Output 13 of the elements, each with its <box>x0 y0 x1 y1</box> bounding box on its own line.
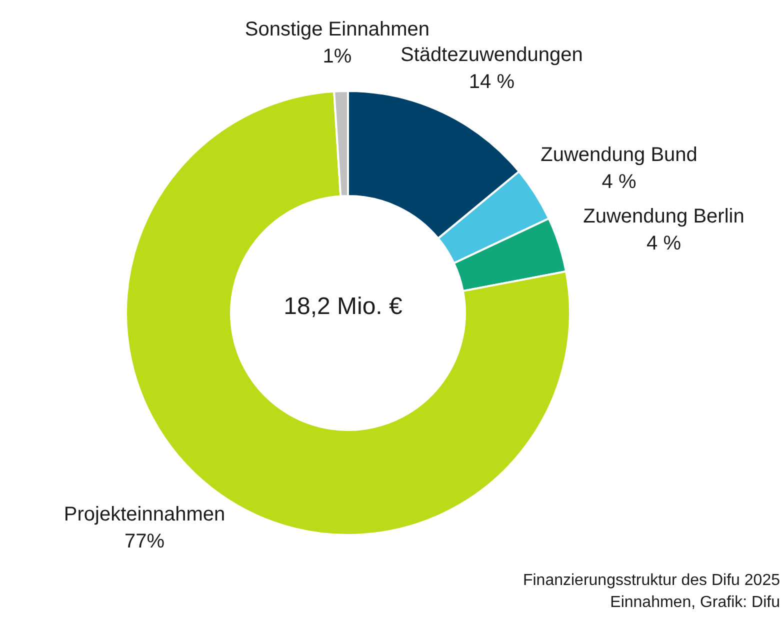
slice-label: Zuwendung Bund <box>540 144 698 166</box>
text: Finanzierungsstruktur des Difu 2025 <box>522 571 780 591</box>
data-label: 14 % <box>468 71 515 94</box>
slice-label: Projekteinnahmen <box>64 503 226 526</box>
data-label: 4 % <box>602 171 636 194</box>
data-label: 1% <box>322 45 352 68</box>
data-label: 4 % <box>646 232 682 255</box>
slice-label: Städtezuwendungen <box>400 44 583 66</box>
text: 18,2 Mio. € <box>282 292 404 322</box>
text: Einnahmen, Grafik: Difu <box>609 593 780 613</box>
slice-label: Zuwendung Berlin <box>583 206 744 228</box>
data-label: 77% <box>124 530 165 552</box>
slice-label: Sonstige Einnahmen <box>244 18 430 40</box>
